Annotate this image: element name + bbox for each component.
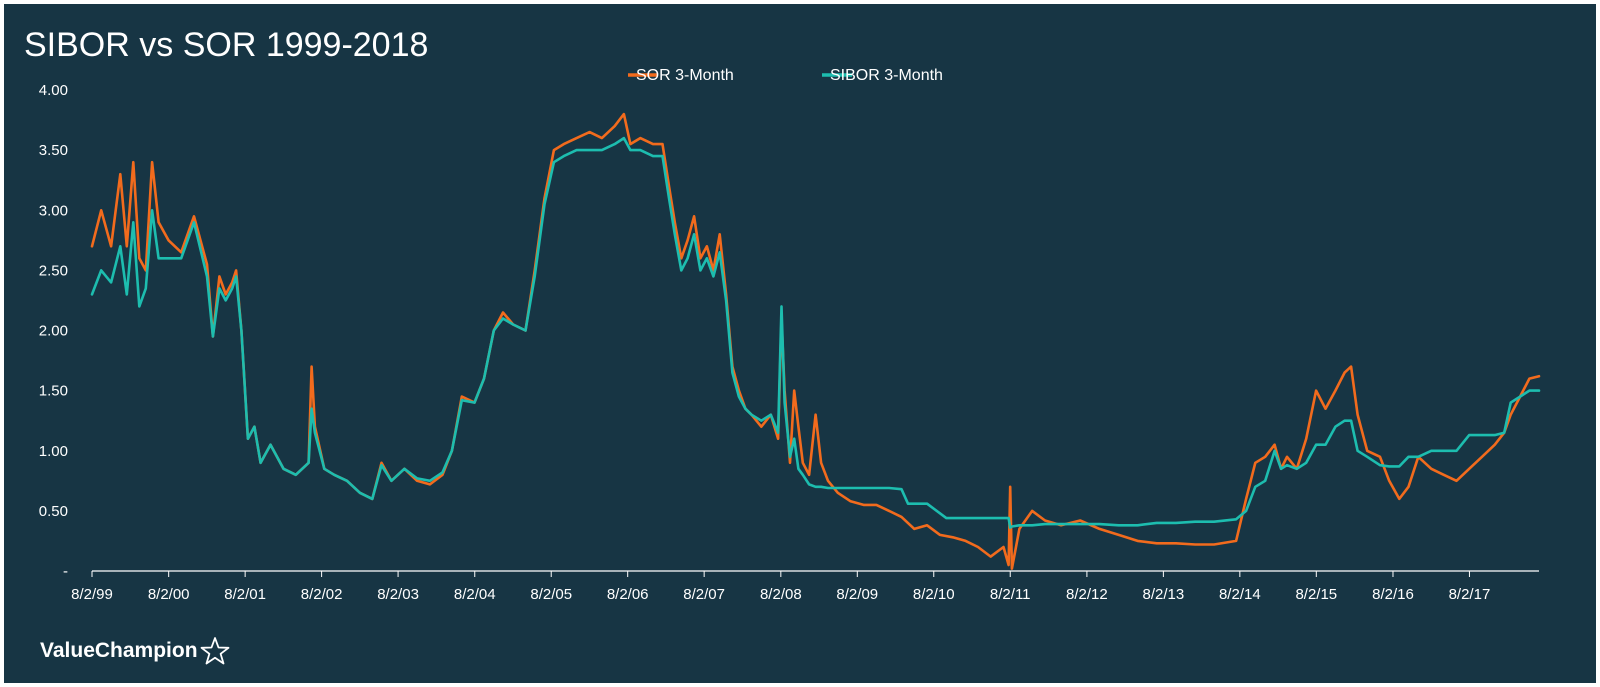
brand-name: ValueChampion [40, 639, 198, 662]
line-chart: 8/2/99 8/2/00 8/2/01 8/2/02 8/2/03 8/2/04 8/2/… [39, 67, 1541, 603]
x-tick-label: 8/2/01 [224, 586, 266, 603]
x-tick-label: 8/2/03 [377, 586, 419, 603]
x-tick-label: 8/2/07 [683, 586, 725, 603]
series-line-sibor [90, 136, 1541, 529]
chart-frame: SIBOR vs SOR 1999-2018 8/2/99 8/2/00 8/2/0… [4, 4, 1596, 683]
y-tick-label: 4.00 [39, 82, 68, 99]
x-tick-label: 8/2/17 [1449, 586, 1491, 603]
y-tick-label: 2.50 [39, 262, 68, 279]
y-tick-label: - [63, 563, 68, 580]
y-tick-label: 3.50 [39, 142, 68, 159]
y-tick-label: 1.00 [39, 443, 68, 460]
x-tick-label: 8/2/06 [607, 586, 649, 603]
x-tick-label: 8/2/14 [1219, 586, 1261, 603]
x-tick-label: 8/2/10 [913, 586, 955, 603]
y-tick-label: 3.00 [39, 202, 68, 219]
legend-label: SOR 3-Month [636, 67, 734, 84]
x-tick-label: 8/2/11 [990, 586, 1031, 603]
brand-logo: ValueChampion [40, 636, 230, 666]
x-tick-label: 8/2/04 [454, 586, 496, 603]
y-tick-label: 1.50 [39, 383, 68, 400]
y-tick-label: 0.50 [39, 503, 68, 520]
x-tick-label: 8/2/99 [71, 586, 113, 603]
x-tick-label: 8/2/08 [760, 586, 802, 603]
x-tick-label: 8/2/15 [1295, 586, 1337, 603]
x-tick-label: 8/2/00 [148, 586, 190, 603]
x-tick-label: 8/2/09 [836, 586, 878, 603]
star-outline-icon [200, 637, 229, 665]
x-tick-label: 8/2/02 [301, 586, 343, 603]
x-tick-label: 8/2/13 [1143, 586, 1185, 603]
y-tick-label: 2.00 [39, 323, 68, 340]
x-tick-label: 8/2/05 [530, 586, 572, 603]
chart-title: SIBOR vs SOR 1999-2018 [24, 26, 429, 64]
x-tick-label: 8/2/16 [1372, 586, 1414, 603]
series-line-sor [90, 112, 1541, 570]
x-tick-label: 8/2/12 [1066, 586, 1108, 603]
legend-label: SIBOR 3-Month [830, 67, 943, 84]
